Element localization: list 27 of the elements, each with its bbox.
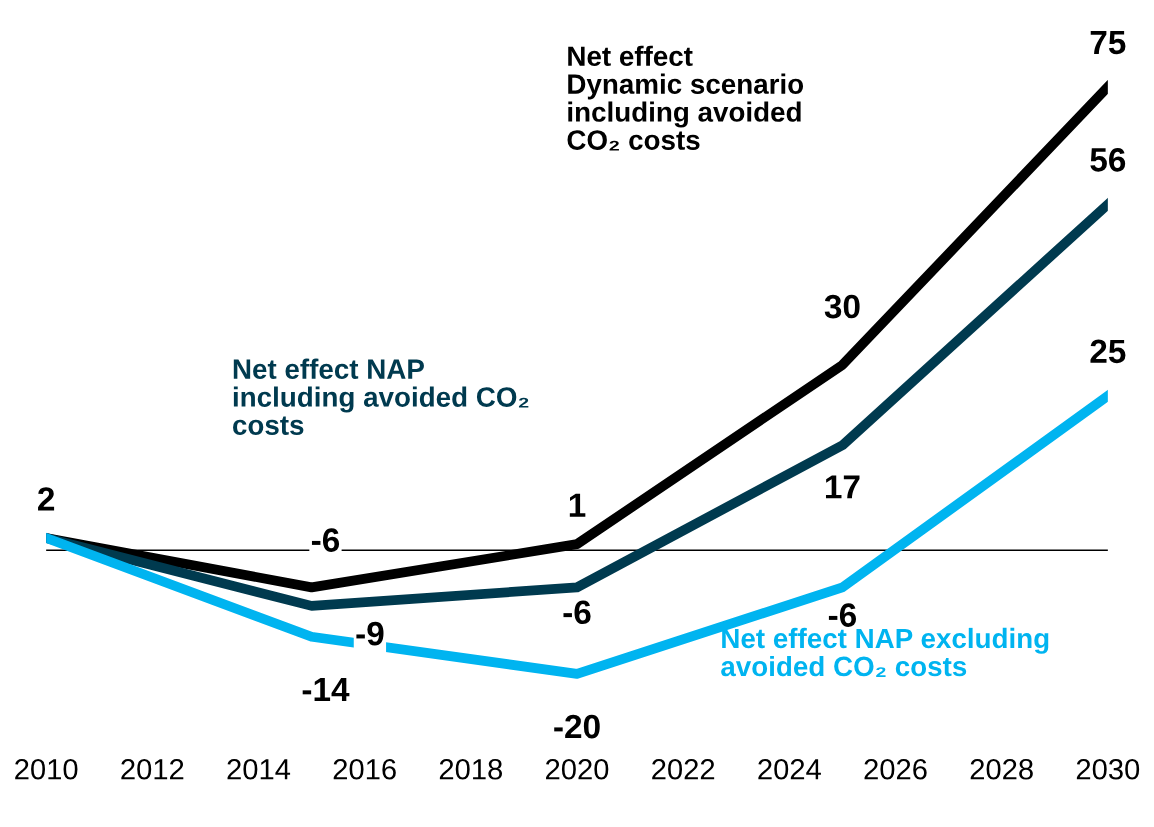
data-label: 30 [824,294,860,319]
data-label: 1 [569,493,586,517]
x-tick-label: 2010 [15,758,78,780]
data-label: 25 [1090,339,1126,364]
x-tick-label: 2020 [546,758,609,780]
x-tick-label: 2016 [333,758,396,780]
x-tick-label: 2026 [864,758,927,780]
data-label: -6 [311,528,340,552]
data-label: -20 [554,714,600,739]
text: Net effect NAP including avoided CO₂ costs [233,358,529,435]
x-tick-label: 2018 [439,758,503,780]
data-label: 56 [1090,148,1126,172]
x-tick-label: 2014 [227,758,291,780]
data-label: -9 [356,621,384,646]
data-label: 75 [1090,30,1126,55]
data-label: -6 [563,600,591,625]
x-tick-label: 2028 [970,758,1033,780]
text: Net effect Dynamic scenario including avoided CO₂ costs [567,45,804,151]
data-label: -14 [302,678,350,701]
data-label: -6 [828,603,857,627]
x-tick-label: 2022 [652,758,715,780]
data-label: 2 [38,487,55,511]
x-tick-label: 2024 [758,758,821,780]
data-label: 17 [825,475,860,499]
x-tick-label: 2030 [1076,758,1140,780]
x-tick-label: 2012 [121,758,184,780]
series-label: Net effect NAP excluding avoided CO₂ costs [721,627,1049,677]
